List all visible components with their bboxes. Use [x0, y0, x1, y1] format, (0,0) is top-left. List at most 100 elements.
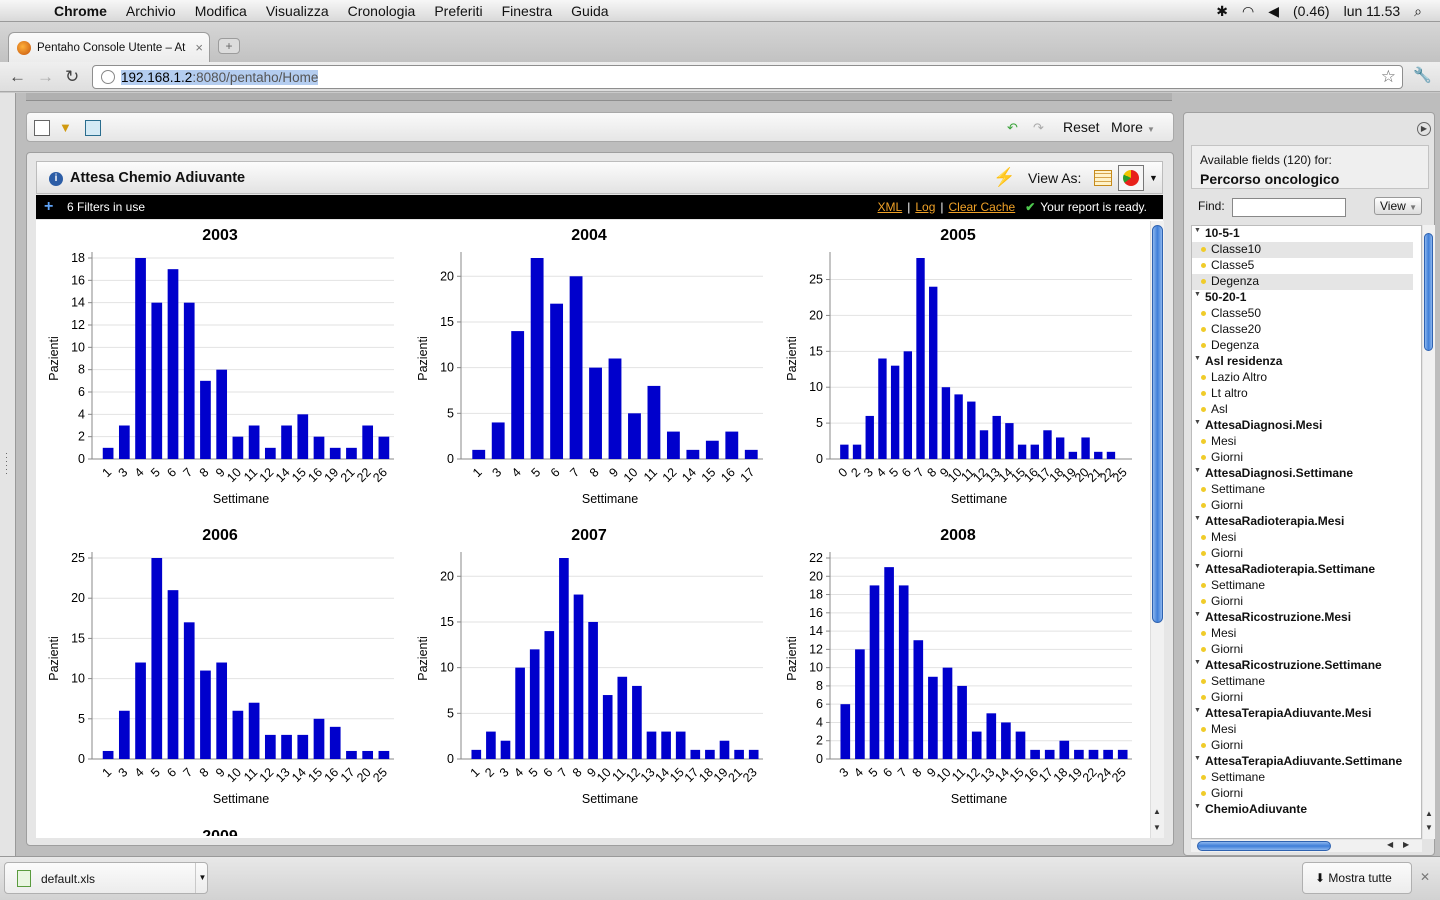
menu-preferiti[interactable]: Preferiti: [434, 2, 483, 19]
expand-filters-icon[interactable]: +: [44, 198, 54, 215]
wrench-menu-icon[interactable]: 🔧: [1413, 67, 1432, 84]
volume-icon[interactable]: ◀: [1268, 2, 1279, 19]
tree-item[interactable]: Classe10: [1192, 242, 1413, 258]
more-menu-button[interactable]: More: [1111, 119, 1143, 135]
tree-group[interactable]: 50-20-1: [1192, 290, 1421, 306]
layout-icon[interactable]: [34, 120, 50, 136]
tree-group[interactable]: 10-5-1: [1192, 226, 1421, 242]
tree-group[interactable]: Asl residenza: [1192, 354, 1421, 370]
tree-item[interactable]: Settimane: [1192, 674, 1421, 690]
tree-item[interactable]: Giorni: [1192, 690, 1421, 706]
xml-link[interactable]: XML: [877, 200, 903, 214]
page-info-icon[interactable]: [101, 70, 115, 84]
auto-refresh-icon[interactable]: ⚡: [993, 167, 1016, 187]
browser-tab[interactable]: Pentaho Console Utente – At ×: [8, 32, 210, 62]
menu-archivio[interactable]: Archivio: [125, 2, 176, 19]
tree-group[interactable]: AttesaDiagnosi.Settimane: [1192, 466, 1421, 482]
scroll-down-icon[interactable]: ▼: [1153, 823, 1161, 832]
tree-scroll-left-icon[interactable]: ◀: [1387, 840, 1394, 849]
battery-level[interactable]: (0.46): [1293, 3, 1330, 19]
left-splitter[interactable]: · · · · · ·: [0, 93, 16, 856]
forward-arrow-icon[interactable]: →: [37, 67, 54, 86]
info-icon[interactable]: i: [49, 172, 63, 186]
tree-group[interactable]: AttesaTerapiaAdiuvante.Mesi: [1192, 706, 1421, 722]
tree-item[interactable]: Settimane: [1192, 770, 1421, 786]
tree-item[interactable]: Giorni: [1192, 450, 1421, 466]
reload-icon[interactable]: ↻: [65, 67, 80, 86]
show-all-downloads-button[interactable]: ⬇ Mostra tutte: [1302, 862, 1412, 894]
download-item[interactable]: default.xls ▼: [4, 862, 208, 894]
table-view-icon[interactable]: [1094, 170, 1112, 186]
tree-item[interactable]: Asl: [1192, 402, 1421, 418]
back-arrow-icon[interactable]: ←: [9, 67, 26, 86]
tree-item[interactable]: Mesi: [1192, 722, 1421, 738]
menu-guida[interactable]: Guida: [571, 2, 609, 19]
tree-item[interactable]: Degenza: [1192, 274, 1413, 290]
find-input[interactable]: [1232, 198, 1346, 217]
tab-close-icon[interactable]: ×: [195, 40, 203, 55]
bluetooth-icon[interactable]: ✱: [1216, 2, 1228, 19]
tree-item[interactable]: Giorni: [1192, 738, 1421, 754]
view-dropdown-button[interactable]: View ▼: [1374, 197, 1422, 215]
tree-item[interactable]: Mesi: [1192, 530, 1421, 546]
scroll-up-icon[interactable]: ▲: [1153, 807, 1161, 816]
tree-group[interactable]: AttesaRicostruzione.Settimane: [1192, 658, 1421, 674]
tree-item[interactable]: Lazio Altro: [1192, 370, 1421, 386]
tree-scroll-right-icon[interactable]: ▶: [1403, 840, 1410, 849]
splitter-grip-icon[interactable]: · · · · · ·: [5, 448, 8, 478]
filters-in-use[interactable]: 6 Filters in use: [67, 200, 146, 214]
reset-button[interactable]: Reset: [1063, 119, 1100, 135]
tree-item[interactable]: Giorni: [1192, 498, 1421, 514]
tree-group[interactable]: AttesaTerapiaAdiuvante.Settimane: [1192, 754, 1421, 770]
tree-group[interactable]: AttesaRadioterapia.Mesi: [1192, 514, 1421, 530]
tree-item[interactable]: Giorni: [1192, 786, 1421, 802]
chart-view-button[interactable]: [1118, 165, 1144, 191]
report-scroll-thumb[interactable]: [1152, 225, 1163, 623]
undo-icon[interactable]: ↶: [1007, 120, 1018, 135]
tree-item[interactable]: Giorni: [1192, 594, 1421, 610]
wifi-icon[interactable]: ◠: [1242, 2, 1255, 19]
spotlight-search-icon[interactable]: ⌕: [1414, 2, 1422, 19]
tree-group[interactable]: AttesaRicostruzione.Mesi: [1192, 610, 1421, 626]
menu-finestra[interactable]: Finestra: [501, 2, 553, 19]
bookmark-star-icon[interactable]: ☆: [1380, 67, 1396, 86]
tree-item[interactable]: Mesi: [1192, 434, 1421, 450]
menu-visualizza[interactable]: Visualizza: [265, 2, 329, 19]
tree-group[interactable]: ChemioAdiuvante: [1192, 802, 1421, 818]
download-options-chevron-icon[interactable]: ▼: [195, 863, 209, 893]
tree-group[interactable]: AttesaDiagnosi.Mesi: [1192, 418, 1421, 434]
tree-item[interactable]: Classe5: [1192, 258, 1421, 274]
tree-horizontal-scrollbar[interactable]: ◀ ▶: [1191, 840, 1422, 852]
close-downloads-icon[interactable]: ✕: [1420, 870, 1431, 884]
tree-item[interactable]: Settimane: [1192, 578, 1421, 594]
redo-icon[interactable]: ↷: [1033, 120, 1044, 135]
clear-cache-link[interactable]: Clear Cache: [948, 200, 1016, 214]
log-link[interactable]: Log: [915, 200, 936, 214]
tree-item[interactable]: Lt altro: [1192, 386, 1421, 402]
tree-scroll-up-icon[interactable]: ▲: [1425, 809, 1433, 818]
menu-clock[interactable]: lun 11.53: [1343, 3, 1401, 19]
tree-item[interactable]: Classe20: [1192, 322, 1421, 338]
report-vertical-scrollbar[interactable]: ▲ ▼: [1150, 221, 1164, 838]
tree-group[interactable]: AttesaRadioterapia.Settimane: [1192, 562, 1421, 578]
menu-modifica[interactable]: Modifica: [194, 2, 247, 19]
tree-scroll-thumb[interactable]: [1424, 233, 1433, 351]
tree-hscroll-thumb[interactable]: [1197, 841, 1331, 851]
chart-type-chevron-down-icon[interactable]: ▼: [1149, 173, 1158, 183]
tree-item[interactable]: Giorni: [1192, 642, 1421, 658]
menu-app-name[interactable]: Chrome: [54, 2, 107, 19]
tree-item[interactable]: Settimane: [1192, 482, 1421, 498]
tree-item[interactable]: Giorni: [1192, 546, 1421, 562]
menu-cronologia[interactable]: Cronologia: [347, 2, 416, 19]
filter-icon[interactable]: ▼: [59, 120, 72, 135]
tree-scroll-down-icon[interactable]: ▼: [1425, 823, 1433, 832]
tree-item[interactable]: Classe50: [1192, 306, 1421, 322]
more-chevron-down-icon[interactable]: ▼: [1147, 125, 1155, 134]
report-options-icon[interactable]: [85, 120, 101, 136]
address-bar[interactable]: 192.168.1.2:8080/pentaho/Home ☆: [92, 65, 1403, 89]
collapse-panel-icon[interactable]: ▶: [1417, 122, 1431, 136]
tree-item[interactable]: Mesi: [1192, 626, 1421, 642]
tree-vertical-scrollbar[interactable]: ▲ ▼: [1423, 225, 1435, 839]
new-tab-button[interactable]: +: [218, 38, 240, 54]
tree-item[interactable]: Degenza: [1192, 338, 1421, 354]
